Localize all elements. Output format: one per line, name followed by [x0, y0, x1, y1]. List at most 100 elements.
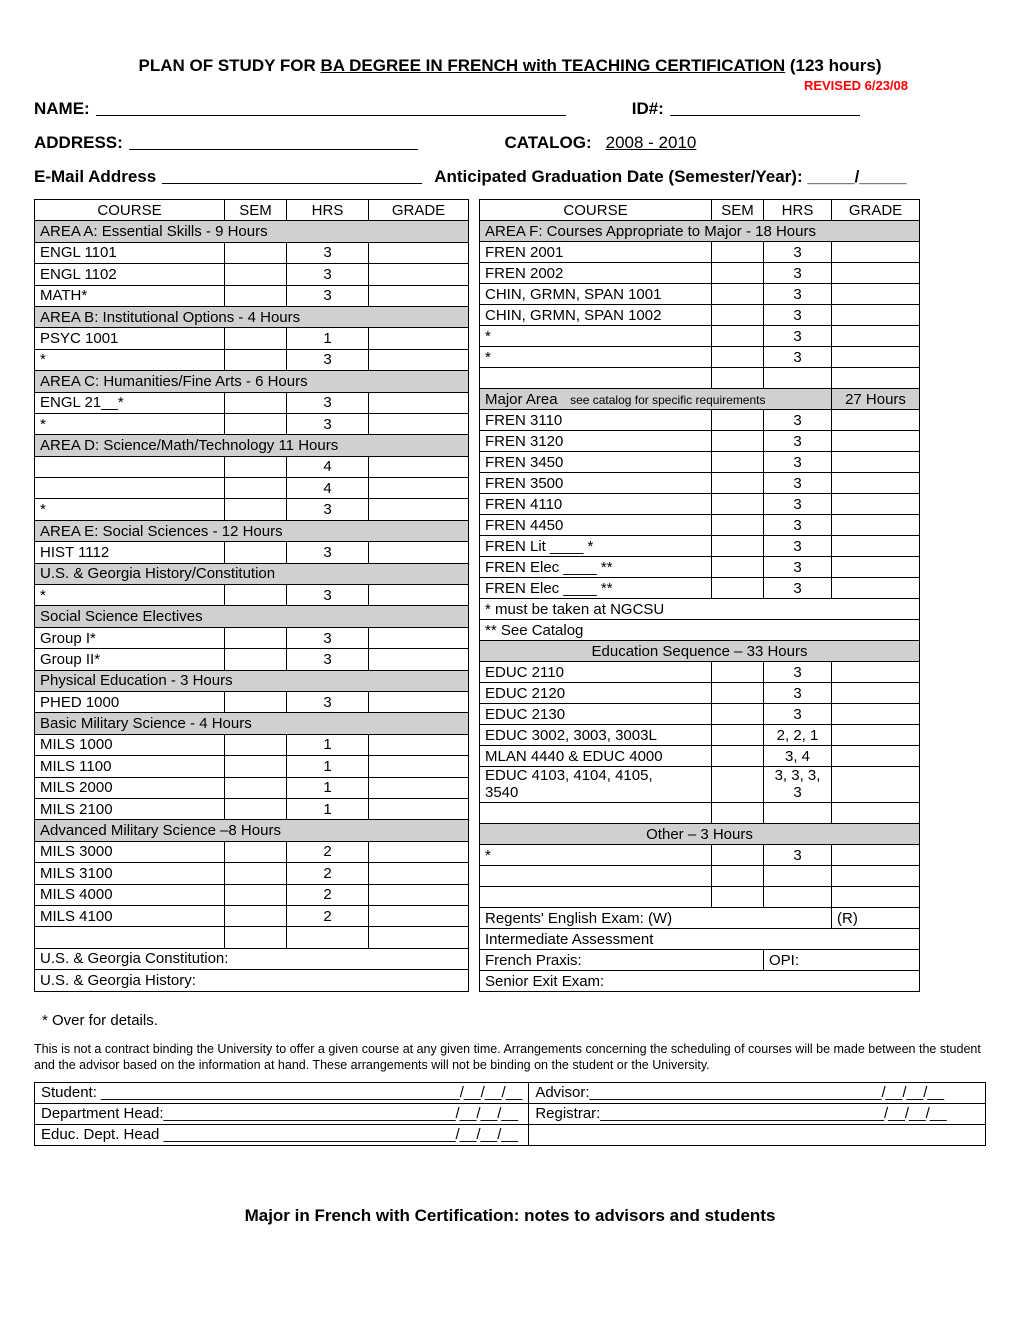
sig-dept[interactable]: Department Head:________________________… — [35, 1103, 529, 1124]
sig-registrar[interactable]: Registrar:______________________________… — [529, 1103, 986, 1124]
cell[interactable] — [832, 431, 920, 452]
cell[interactable] — [225, 777, 287, 798]
cell[interactable] — [712, 887, 764, 908]
cell[interactable] — [712, 536, 764, 557]
cell[interactable] — [369, 349, 469, 370]
cell[interactable] — [712, 431, 764, 452]
cell[interactable] — [832, 242, 920, 263]
cell[interactable] — [712, 662, 764, 683]
cell[interactable] — [225, 627, 287, 648]
cell[interactable] — [712, 767, 764, 803]
sig-student[interactable]: Student: _______________________________… — [35, 1082, 529, 1103]
cell[interactable] — [369, 242, 469, 263]
cell[interactable] — [369, 542, 469, 563]
cell[interactable] — [225, 863, 287, 884]
email-line[interactable] — [162, 167, 422, 184]
id-line[interactable] — [670, 99, 860, 116]
cell[interactable] — [832, 845, 920, 866]
cell[interactable] — [712, 746, 764, 767]
cell[interactable] — [225, 264, 287, 285]
cell[interactable] — [832, 767, 920, 803]
cell[interactable] — [832, 347, 920, 368]
cell[interactable] — [369, 734, 469, 755]
cell[interactable] — [832, 326, 920, 347]
name-line[interactable] — [96, 99, 566, 116]
cell[interactable] — [369, 905, 469, 926]
cell[interactable] — [225, 285, 287, 306]
cell[interactable] — [832, 557, 920, 578]
cell[interactable] — [225, 413, 287, 434]
cell[interactable] — [369, 863, 469, 884]
cell[interactable] — [369, 499, 469, 520]
cell[interactable] — [225, 542, 287, 563]
cell[interactable] — [832, 368, 920, 389]
cell[interactable] — [712, 473, 764, 494]
cell[interactable] — [712, 725, 764, 746]
cell[interactable] — [369, 478, 469, 499]
cell[interactable] — [369, 649, 469, 670]
cell[interactable] — [369, 777, 469, 798]
cell[interactable] — [225, 798, 287, 819]
sig-advisor[interactable]: Advisor:________________________________… — [529, 1082, 986, 1103]
cell[interactable] — [712, 866, 764, 887]
cell[interactable] — [369, 585, 469, 606]
cell[interactable] — [225, 649, 287, 670]
cell[interactable] — [225, 905, 287, 926]
cell[interactable] — [712, 704, 764, 725]
cell[interactable] — [225, 841, 287, 862]
cell[interactable] — [225, 328, 287, 349]
cell[interactable] — [369, 392, 469, 413]
cell[interactable] — [712, 515, 764, 536]
cell[interactable] — [369, 456, 469, 477]
cell[interactable] — [712, 803, 764, 824]
cell[interactable] — [832, 263, 920, 284]
sig-educ[interactable]: Educ. Dept. Head _______________________… — [35, 1124, 529, 1145]
cell[interactable] — [712, 284, 764, 305]
cell[interactable] — [225, 585, 287, 606]
cell[interactable] — [369, 328, 469, 349]
cell[interactable] — [832, 578, 920, 599]
cell[interactable] — [712, 452, 764, 473]
cell[interactable] — [369, 413, 469, 434]
cell[interactable] — [369, 691, 469, 712]
cell[interactable] — [369, 798, 469, 819]
cell[interactable] — [832, 452, 920, 473]
cell[interactable] — [225, 734, 287, 755]
cell[interactable] — [712, 347, 764, 368]
cell[interactable] — [225, 927, 287, 948]
cell[interactable] — [369, 756, 469, 777]
cell[interactable] — [369, 884, 469, 905]
cell[interactable] — [832, 515, 920, 536]
cell[interactable] — [712, 557, 764, 578]
cell[interactable] — [712, 683, 764, 704]
cell[interactable] — [832, 536, 920, 557]
cell[interactable] — [832, 494, 920, 515]
cell[interactable] — [712, 410, 764, 431]
cell[interactable] — [832, 662, 920, 683]
cell[interactable] — [369, 285, 469, 306]
cell[interactable] — [225, 392, 287, 413]
cell[interactable] — [832, 746, 920, 767]
cell[interactable] — [832, 725, 920, 746]
cell[interactable] — [832, 866, 920, 887]
cell[interactable] — [225, 478, 287, 499]
cell[interactable] — [712, 494, 764, 515]
cell[interactable] — [712, 242, 764, 263]
cell[interactable] — [369, 927, 469, 948]
cell[interactable] — [225, 691, 287, 712]
cell[interactable] — [712, 578, 764, 599]
cell[interactable] — [832, 803, 920, 824]
cell[interactable] — [712, 326, 764, 347]
cell[interactable] — [369, 627, 469, 648]
cell[interactable] — [832, 683, 920, 704]
cell[interactable] — [225, 456, 287, 477]
cell[interactable] — [832, 284, 920, 305]
cell[interactable] — [712, 845, 764, 866]
cell[interactable] — [225, 756, 287, 777]
cell[interactable] — [712, 305, 764, 326]
cell[interactable] — [225, 884, 287, 905]
cell[interactable] — [832, 887, 920, 908]
cell[interactable] — [832, 305, 920, 326]
cell[interactable] — [225, 242, 287, 263]
cell[interactable] — [225, 349, 287, 370]
